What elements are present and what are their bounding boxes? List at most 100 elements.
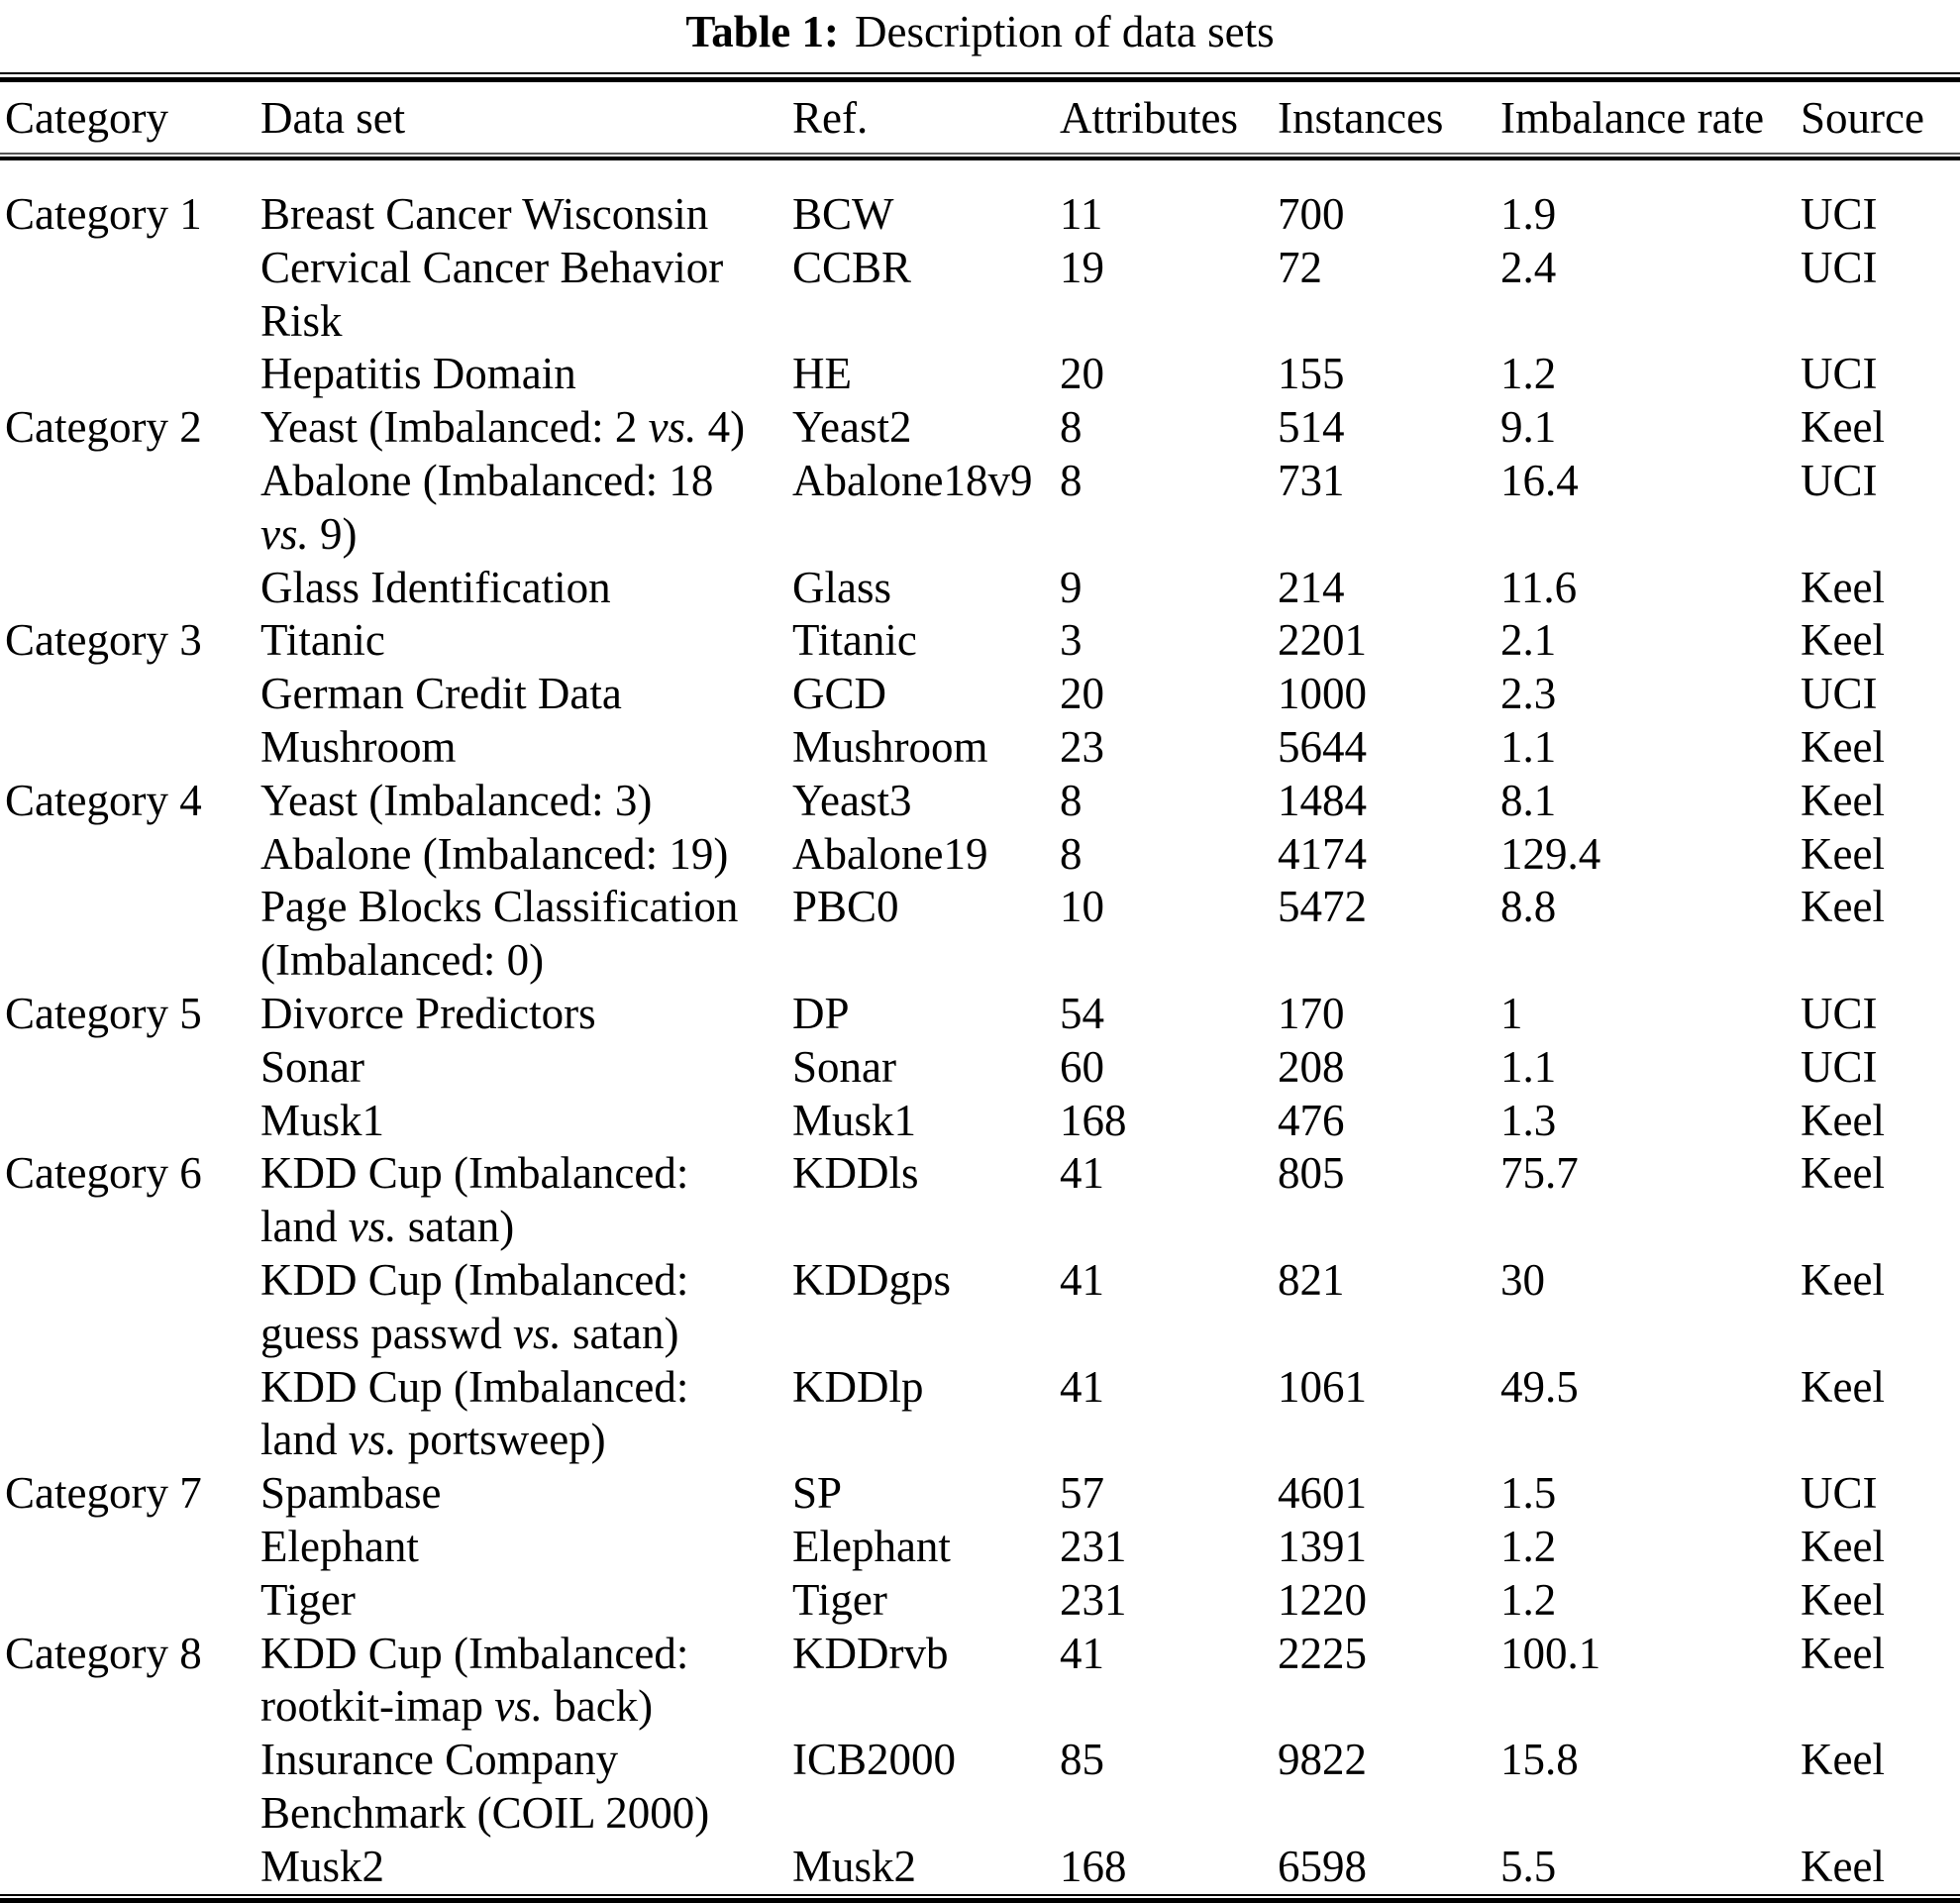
attributes-cell: 41 [1060, 1628, 1104, 1678]
instances-cell: 4601 [1278, 1468, 1367, 1519]
imbalance-rate-cell: 2.3 [1500, 669, 1557, 719]
attributes-cell: 11 [1060, 189, 1103, 239]
dataset-cell: Insurance Company Benchmark (COIL 2000) [260, 1735, 710, 1838]
table-row: Musk2 Musk2 168 6598 5.5 Keel [0, 1841, 1960, 1894]
attributes-cell: 10 [1060, 882, 1104, 932]
category-cell [0, 668, 256, 721]
ref-cell: Tiger [792, 1574, 887, 1625]
source-cell: UCI [1801, 988, 1878, 1038]
imbalance-rate-cell: 16.4 [1500, 455, 1579, 505]
category-cell [0, 1361, 256, 1468]
imbalance-rate-cell: 1.3 [1500, 1095, 1557, 1145]
ref-cell: Abalone19 [792, 828, 988, 879]
attributes-cell: 20 [1060, 349, 1104, 399]
source-cell: Keel [1801, 562, 1885, 612]
column-header-attributes: Attributes [1060, 92, 1238, 143]
source-cell: Keel [1801, 1361, 1885, 1412]
category-cell: Category 8 [5, 1628, 202, 1678]
dataset-cell: Hepatitis Domain [260, 349, 576, 399]
ref-cell: BCW [792, 189, 894, 239]
instances-cell: 4174 [1278, 828, 1367, 879]
column-header-source: Source [1801, 92, 1924, 143]
attributes-cell: 41 [1060, 1361, 1104, 1412]
category-cell [0, 1841, 256, 1894]
dataset-cell: Cervical Cancer Behavior Risk [260, 242, 724, 346]
table-row: German Credit Data GCD 20 1000 2.3 UCI [0, 668, 1960, 721]
data-table: Category 1 Breast Cancer Wisconsin BCW 1… [0, 160, 1960, 1894]
source-cell: Keel [1801, 1148, 1885, 1199]
instances-cell: 5644 [1278, 721, 1367, 772]
instances-cell: 1391 [1278, 1521, 1367, 1571]
source-cell: Keel [1801, 1095, 1885, 1145]
imbalance-rate-cell: 1 [1500, 988, 1523, 1038]
dataset-cell: Divorce Predictors [260, 988, 596, 1038]
instances-cell: 72 [1278, 242, 1322, 292]
source-cell: Keel [1801, 775, 1885, 825]
imbalance-rate-cell: 30 [1500, 1254, 1545, 1305]
category-cell [0, 1521, 256, 1574]
dataset-cell: Abalone (Imbalanced: 18 vs. 9) [260, 455, 714, 559]
attributes-cell: 8 [1060, 775, 1083, 825]
imbalance-rate-cell: 9.1 [1500, 402, 1557, 453]
table-row: Elephant Elephant 231 1391 1.2 Keel [0, 1521, 1960, 1574]
attributes-cell: 168 [1060, 1095, 1127, 1145]
dataset-cell: Musk1 [260, 1095, 385, 1145]
attributes-cell: 9 [1060, 562, 1083, 612]
dataset-cell: Titanic [260, 615, 385, 666]
table-row: Page Blocks Classification (Imbalanced: … [0, 881, 1960, 988]
category-cell [0, 1734, 256, 1841]
category-cell: Category 6 [5, 1148, 202, 1199]
source-cell: Keel [1801, 1574, 1885, 1625]
imbalance-rate-cell: 11.6 [1500, 562, 1578, 612]
column-header-dataset: Data set [260, 92, 406, 143]
ref-cell: HE [792, 349, 852, 399]
instances-cell: 155 [1278, 349, 1345, 399]
category-cell [0, 1095, 256, 1148]
table-row: Category 8 KDD Cup (Imbalanced: rootkit-… [0, 1628, 1960, 1735]
dataset-cell: Musk2 [260, 1841, 385, 1891]
instances-cell: 1484 [1278, 775, 1367, 825]
source-cell: Keel [1801, 615, 1885, 666]
table-row: Insurance Company Benchmark (COIL 2000) … [0, 1734, 1960, 1841]
dataset-cell: Spambase [260, 1468, 442, 1519]
attributes-cell: 8 [1060, 455, 1083, 505]
source-cell: Keel [1801, 721, 1885, 772]
imbalance-rate-cell: 8.1 [1500, 775, 1557, 825]
source-cell: UCI [1801, 189, 1878, 239]
ref-cell: Titanic [792, 615, 917, 666]
imbalance-rate-cell: 8.8 [1500, 882, 1557, 932]
instances-cell: 731 [1278, 455, 1345, 505]
ref-cell: KDDrvb [792, 1628, 949, 1678]
ref-cell: Sonar [792, 1041, 896, 1092]
dataset-cell: Yeast (Imbalanced: 3) [260, 775, 653, 825]
ref-cell: ICB2000 [792, 1735, 957, 1785]
instances-cell: 1000 [1278, 669, 1367, 719]
dataset-cell: German Credit Data [260, 669, 622, 719]
source-cell: Keel [1801, 882, 1885, 932]
column-header-ref: Ref. [792, 92, 869, 143]
top-rule-divider [0, 72, 1960, 82]
ref-cell: KDDls [792, 1148, 919, 1199]
category-cell [0, 721, 256, 775]
ref-cell: Musk2 [792, 1841, 917, 1891]
attributes-cell: 41 [1060, 1254, 1104, 1305]
imbalance-rate-cell: 1.2 [1500, 349, 1557, 399]
ref-cell: Yeast2 [792, 402, 912, 453]
source-cell: Keel [1801, 1735, 1885, 1785]
instances-cell: 821 [1278, 1254, 1345, 1305]
source-cell: UCI [1801, 242, 1878, 292]
source-cell: Keel [1801, 828, 1885, 879]
data-table-header: Category Data set Ref. Attributes Instan… [0, 82, 1960, 153]
source-cell: UCI [1801, 349, 1878, 399]
instances-cell: 6598 [1278, 1841, 1367, 1891]
table-row: Hepatitis Domain HE 20 155 1.2 UCI [0, 348, 1960, 401]
table-row: Category 2 Yeast (Imbalanced: 2 vs. 4) Y… [0, 401, 1960, 455]
category-cell: Category 3 [5, 615, 202, 666]
table-row: Category 1 Breast Cancer Wisconsin BCW 1… [0, 160, 1960, 242]
table-caption-text: Description of data sets [854, 7, 1275, 56]
attributes-cell: 41 [1060, 1148, 1104, 1199]
table-row: Category 6 KDD Cup (Imbalanced: land vs.… [0, 1147, 1960, 1254]
table-row: Mushroom Mushroom 23 5644 1.1 Keel [0, 721, 1960, 775]
dataset-cell: Abalone (Imbalanced: 19) [260, 828, 729, 879]
attributes-cell: 8 [1060, 828, 1083, 879]
